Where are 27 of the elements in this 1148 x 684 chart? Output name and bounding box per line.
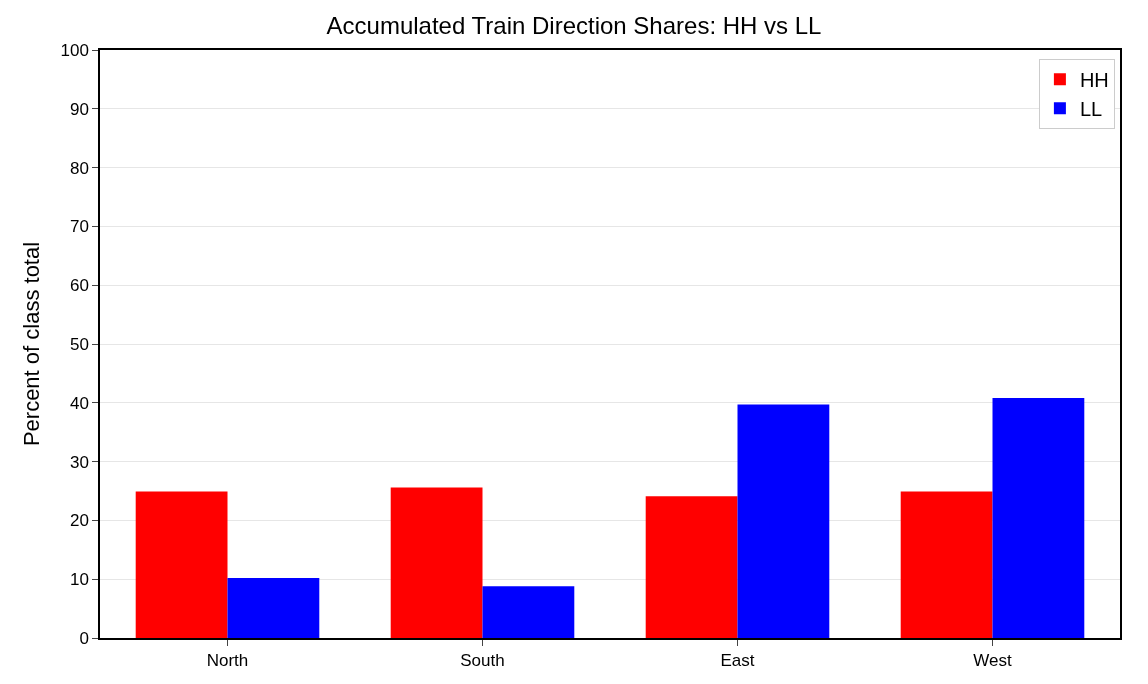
y-tick-label: 50 (69, 334, 89, 354)
bar (135, 491, 228, 638)
y-tick-label: 100 (60, 40, 89, 60)
bar (482, 586, 575, 638)
legend-label: LL (1079, 98, 1103, 121)
x-tick-label: South (460, 651, 505, 671)
bar (900, 491, 993, 638)
bar (390, 487, 483, 638)
bar (227, 578, 320, 638)
y-tick-label: 30 (69, 452, 89, 472)
x-tick-label: West (973, 651, 1012, 671)
chart-title: Accumulated Train Direction Shares: HH vs LL (326, 11, 822, 39)
bar (645, 496, 738, 638)
x-tick-label: North (206, 651, 249, 671)
bar (992, 398, 1085, 638)
x-tick-label: East (720, 651, 755, 671)
y-tick-label: 40 (69, 393, 89, 413)
y-tick-label: 0 (79, 628, 89, 648)
y-tick-label: 80 (69, 158, 89, 178)
y-tick-label: 70 (69, 217, 89, 237)
y-tick-label: 60 (69, 276, 89, 296)
bar (737, 404, 830, 638)
y-tick-label: 90 (69, 99, 89, 119)
y-axis-title: Percent of class total (18, 241, 44, 447)
y-tick-label: 20 (69, 511, 89, 531)
legend-label: HH (1079, 69, 1109, 92)
y-tick-label: 10 (69, 570, 89, 590)
